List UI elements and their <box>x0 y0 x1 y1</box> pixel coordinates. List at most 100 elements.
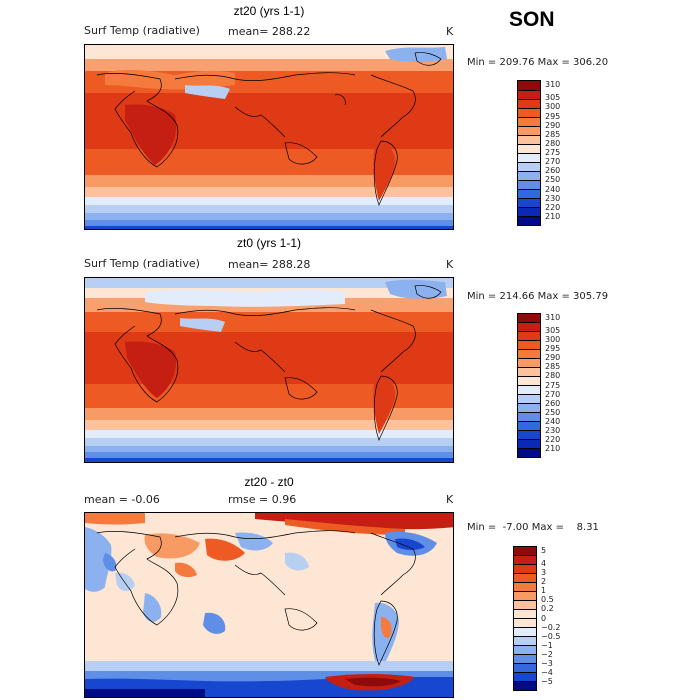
panel-1-mean: mean= 288.22 <box>228 25 311 38</box>
colorbar-separator <box>514 609 536 611</box>
colorbar-tick-label: 2 <box>541 577 547 587</box>
colorbar-separator <box>518 447 540 449</box>
colorbar-tick-label: 270 <box>545 157 561 167</box>
colorbar-separator <box>518 385 540 386</box>
colorbar-tick-label: 220 <box>545 434 561 444</box>
colorbar-separator <box>518 438 540 440</box>
colorbar-separator <box>518 197 540 199</box>
colorbar-tick-label: 0 <box>541 613 547 623</box>
colorbar-tick-label: 220 <box>545 202 561 212</box>
colorbar-separator <box>514 618 536 619</box>
colorbar-tick-label: 295 <box>545 344 561 354</box>
colorbar-separator <box>518 179 540 181</box>
colorbar-tick-label: 310 <box>545 79 561 89</box>
colorbar-swatch <box>518 439 540 449</box>
colorbar-swatch <box>518 216 540 225</box>
colorbar-tick-label: −0.2 <box>541 622 561 632</box>
colorbar-swatch <box>514 591 536 601</box>
colorbar-tick-label: 260 <box>545 398 561 408</box>
colorbar-tick-label: 250 <box>545 175 561 185</box>
colorbar-separator <box>518 420 540 422</box>
panel-3-minmax: Min = -7.00 Max = 8.31 <box>467 522 599 533</box>
colorbar-swatch <box>514 573 536 583</box>
colorbar-swatch <box>518 207 540 216</box>
colorbar-tick-label: 305 <box>545 326 561 336</box>
colorbar-separator <box>514 653 536 655</box>
colorbar-separator <box>514 582 536 584</box>
colorbar-tick-label: 290 <box>545 353 561 363</box>
colorbar-swatch <box>518 385 540 395</box>
panel-1-colorbar <box>517 80 541 226</box>
colorbar-separator <box>514 564 536 566</box>
colorbar-tick-label: −3 <box>541 658 553 668</box>
colorbar-tick-label: 305 <box>545 93 561 103</box>
season-label: SON <box>509 8 555 31</box>
colorbar-tick-label: 275 <box>545 148 561 157</box>
colorbar-swatch <box>518 412 540 422</box>
colorbar-tick-label: 260 <box>545 166 561 176</box>
colorbar-swatch <box>514 618 536 628</box>
panel-1-minmax: Min = 209.76 Max = 306.20 <box>467 57 609 68</box>
colorbar-swatch <box>514 663 536 673</box>
colorbar-swatch <box>514 672 536 682</box>
colorbar-swatch <box>514 609 536 619</box>
colorbar-swatch <box>518 394 540 404</box>
colorbar-tick-label: 310 <box>545 312 561 322</box>
colorbar-swatch <box>518 126 540 135</box>
colorbar-swatch <box>518 108 540 117</box>
colorbar-separator <box>518 429 540 431</box>
colorbar-separator <box>518 358 540 360</box>
panel-2-title: zt0 (yrs 1-1) <box>236 236 301 250</box>
colorbar-tick-label: 0.2 <box>541 604 554 614</box>
colorbar-swatch <box>518 144 540 153</box>
colorbar-separator <box>518 125 540 127</box>
colorbar-tick-label: 300 <box>545 102 561 112</box>
colorbar-separator <box>518 161 540 163</box>
colorbar-tick-label: 270 <box>545 389 561 399</box>
panel-3-mean: mean = -0.06 <box>84 493 160 506</box>
panel-3-map <box>84 512 454 698</box>
colorbar-swatch <box>518 331 540 341</box>
colorbar-separator <box>514 600 536 602</box>
colorbar-swatch <box>518 117 540 126</box>
colorbar-swatch <box>518 358 540 368</box>
colorbar-swatch <box>518 322 540 332</box>
panel-3-units: K <box>446 493 454 506</box>
colorbar-separator <box>518 116 540 118</box>
colorbar-swatch <box>518 189 540 198</box>
colorbar-swatch <box>514 627 536 637</box>
colorbar-separator <box>518 331 540 333</box>
colorbar-swatch <box>518 421 540 431</box>
colorbar-tick-label: 3 <box>541 568 547 578</box>
colorbar-separator <box>514 680 536 682</box>
colorbar-swatch <box>518 376 540 386</box>
colorbar-swatch <box>514 636 536 646</box>
colorbar-tick-label: −4 <box>541 667 553 677</box>
colorbar-tick-label: 210 <box>545 211 561 221</box>
colorbar-separator <box>518 152 540 154</box>
colorbar-swatch <box>518 135 540 144</box>
colorbar-separator <box>514 644 536 646</box>
panel-1-units: K <box>446 25 454 38</box>
colorbar-tick-label: −1 <box>541 640 553 650</box>
colorbar-separator <box>514 671 536 673</box>
colorbar-swatch <box>514 582 536 592</box>
colorbar-tick-label: 210 <box>545 443 561 453</box>
panel-2-variable-label: Surf Temp (radiative) <box>84 257 200 270</box>
colorbar-tick-label: 285 <box>545 362 561 372</box>
colorbar-swatch <box>518 180 540 189</box>
colorbar-swatch <box>514 600 536 610</box>
panel-3-rmse: rmse = 0.96 <box>228 493 297 506</box>
colorbar-separator <box>518 170 540 172</box>
colorbar-tick-label: 230 <box>545 425 561 435</box>
colorbar-swatch <box>514 547 536 556</box>
colorbar-separator <box>518 376 540 378</box>
colorbar-tick-label: 240 <box>545 416 561 426</box>
colorbar-swatch <box>514 681 536 691</box>
panel-2-mean: mean= 288.28 <box>228 258 311 271</box>
colorbar-tick-label: 240 <box>545 184 561 194</box>
colorbar-separator <box>514 555 536 557</box>
colorbar-tick-label: −0.5 <box>541 631 561 641</box>
colorbar-tick-label: 4 <box>541 559 547 569</box>
colorbar-swatch <box>518 171 540 180</box>
